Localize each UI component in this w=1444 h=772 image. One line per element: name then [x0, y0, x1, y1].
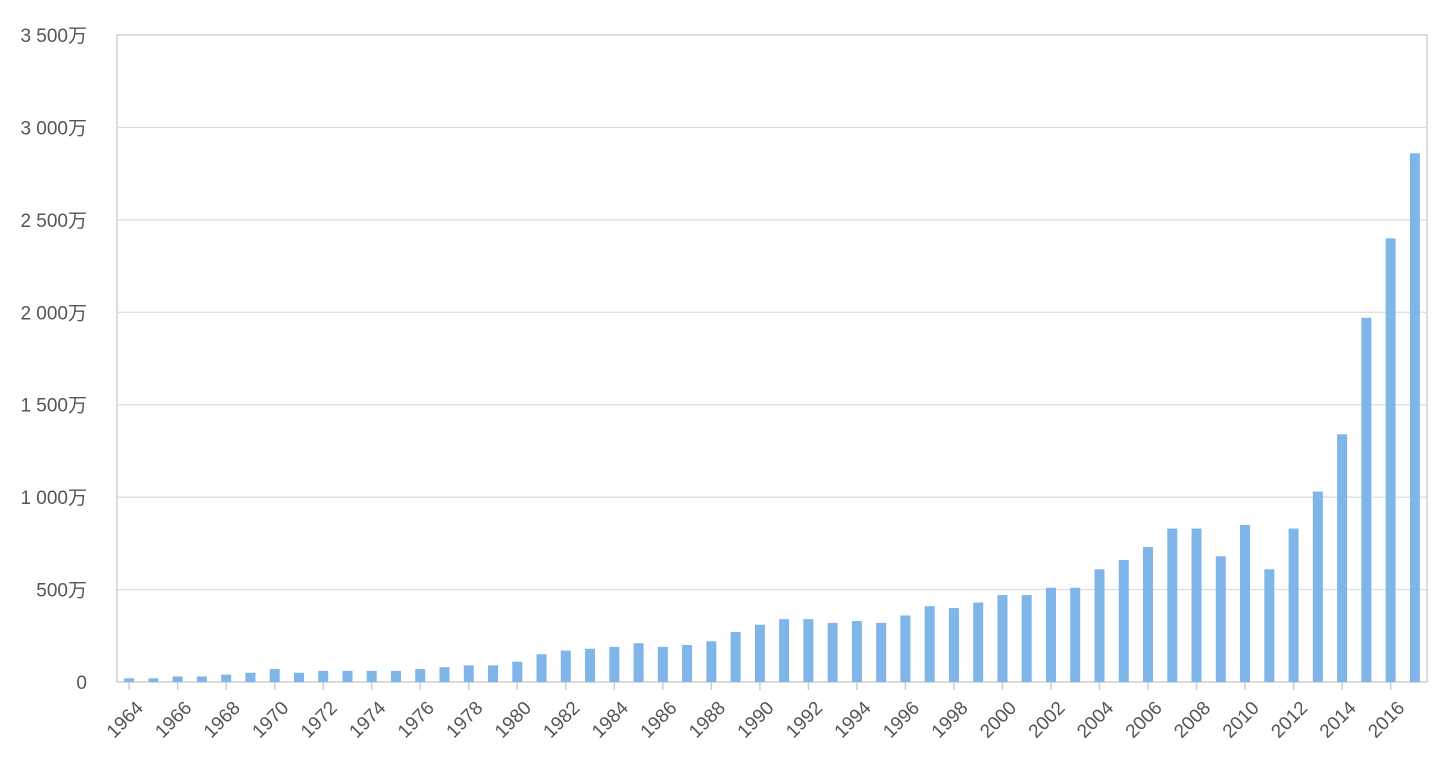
x-tick-label: 1982: [540, 698, 585, 743]
y-tick-label: 3 000万: [20, 118, 87, 139]
x-tick-label: 2010: [1219, 698, 1264, 743]
y-tick-label: 2 500万: [20, 211, 87, 232]
bar: [124, 678, 135, 682]
bar: [1167, 528, 1178, 682]
bar: [366, 670, 377, 682]
y-tick-label: 3 500万: [20, 26, 87, 47]
x-tick-label: 1980: [491, 698, 536, 743]
bar: [1021, 595, 1032, 682]
x-tick-label: 1970: [249, 698, 294, 743]
x-tick-label: 1976: [394, 698, 439, 743]
gridlines: [117, 126, 1427, 591]
bar: [148, 678, 159, 682]
x-tick-label: 1966: [151, 698, 196, 743]
bar: [1337, 434, 1348, 682]
x-tick-label: 1972: [297, 698, 342, 743]
bar: [1215, 556, 1226, 682]
bar: [779, 619, 790, 682]
bar: [730, 632, 741, 682]
bar: [1191, 528, 1202, 682]
bar: [512, 661, 523, 682]
bar: [1094, 569, 1105, 682]
bar: [342, 670, 353, 682]
y-axis: 0 500万 1 000万 1 500万 2 000万 2 500万 3 000万 3 500…: [20, 26, 87, 694]
bar: [1288, 528, 1299, 682]
y-tick-label: 1 000万: [20, 488, 87, 509]
bar: [269, 669, 280, 682]
bar: [1264, 569, 1275, 682]
x-tick-label: 1986: [637, 698, 682, 743]
x-tick-label: 2000: [976, 698, 1021, 743]
x-tick-label: 1996: [879, 698, 924, 743]
x-tick-label: 2016: [1364, 698, 1409, 743]
x-tick-label: 1974: [346, 697, 391, 742]
bar: [633, 643, 644, 682]
bar: [997, 595, 1008, 682]
bar: [827, 622, 838, 682]
x-tick-label: 2014: [1316, 697, 1361, 742]
bar: [706, 641, 717, 682]
x-tick-label: 1964: [103, 697, 148, 742]
bar: [876, 622, 887, 682]
bar: [851, 621, 862, 682]
x-tick-label: 2008: [1170, 698, 1215, 743]
bar: [415, 669, 426, 682]
bar: [948, 608, 959, 682]
x-tick-label: 1968: [200, 698, 245, 743]
bar: [657, 646, 668, 682]
x-tick-label: 1978: [443, 698, 488, 743]
bar: [1409, 153, 1420, 682]
x-tick-label: 1984: [588, 697, 633, 742]
bar: [560, 650, 571, 682]
bar: [803, 619, 814, 682]
bar: [463, 665, 474, 682]
x-tick-label: 1994: [831, 697, 876, 742]
bar: [318, 670, 329, 682]
bar: [488, 665, 499, 682]
bar: [682, 645, 693, 682]
bar: [1385, 238, 1396, 682]
plot-frame: [116, 34, 1428, 683]
y-tick-label: 1 500万: [20, 396, 87, 417]
x-tick-label: 1990: [734, 698, 779, 743]
x-tick-label: 1992: [782, 698, 827, 743]
bar: [245, 672, 256, 682]
bar: [585, 648, 596, 682]
bar: [924, 606, 935, 682]
bar: [196, 676, 207, 682]
bar: [1143, 547, 1154, 682]
bar: [1240, 524, 1251, 682]
bar: [609, 646, 620, 682]
bar: [293, 672, 304, 682]
bar: [900, 615, 911, 682]
bar: [754, 624, 765, 682]
bar: [1045, 587, 1056, 682]
x-tick-label: 1988: [685, 698, 730, 743]
bar: [973, 602, 984, 682]
y-tick-label: 500万: [36, 581, 87, 602]
bar: [536, 654, 547, 682]
bars: [124, 153, 1420, 682]
x-tick-label: 1998: [928, 698, 973, 743]
bar: [390, 670, 401, 682]
x-axis: 1964 1966 1968 1970 1972 1974 1976 1978 1980 1982…: [103, 682, 1409, 742]
bar: [221, 674, 232, 682]
x-tick-label: 2004: [1073, 697, 1118, 742]
x-tick-label: 2012: [1267, 698, 1312, 743]
x-tick-label: 2002: [1025, 698, 1070, 743]
bar: [1070, 587, 1081, 682]
bar: [1312, 491, 1323, 682]
bar: [172, 676, 183, 682]
bar: [439, 667, 450, 682]
x-tick-label: 2006: [1122, 698, 1167, 743]
y-tick-label: 0: [76, 673, 87, 694]
y-tick-label: 2 000万: [20, 303, 87, 324]
bar: [1361, 317, 1372, 682]
bar: [1118, 559, 1129, 682]
